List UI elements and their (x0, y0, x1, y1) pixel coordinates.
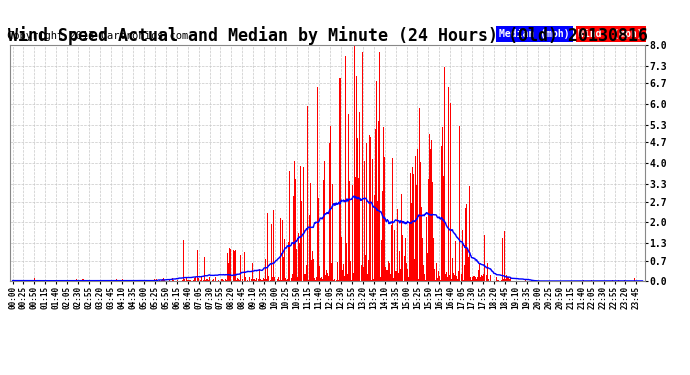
Text: Wind  (mph): Wind (mph) (578, 29, 643, 39)
Text: Median (mph): Median (mph) (499, 29, 570, 39)
Title: Wind Speed Actual and Median by Minute (24 Hours) (Old) 20130816: Wind Speed Actual and Median by Minute (… (8, 26, 648, 45)
Text: Copyright 2013 Cartronics.com: Copyright 2013 Cartronics.com (7, 32, 188, 41)
